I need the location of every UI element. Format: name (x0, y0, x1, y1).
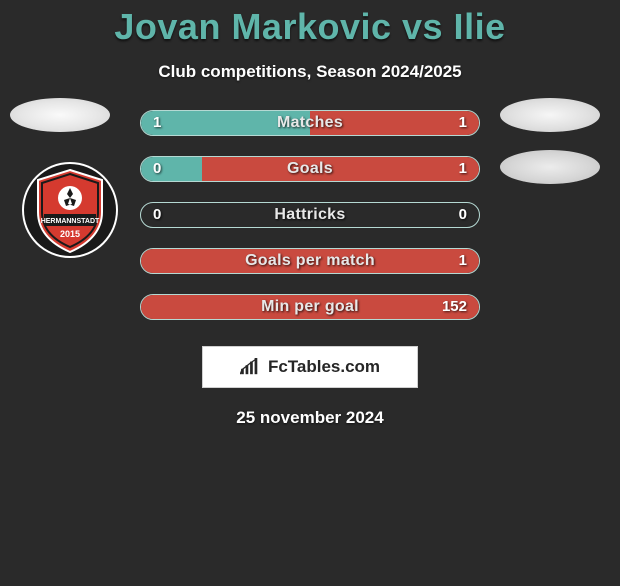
stat-value-right: 1 (459, 249, 467, 273)
stat-row: 0Hattricks0 (140, 202, 480, 228)
comparison-title: Jovan Markovic vs Ilie (0, 6, 620, 48)
stat-bars: 1Matches10Goals10Hattricks0Goals per mat… (140, 110, 480, 340)
stat-label: Min per goal (141, 295, 479, 319)
stat-value-right: 1 (459, 157, 467, 181)
player-right-avatar (500, 98, 600, 132)
player-left-avatar (10, 98, 110, 132)
stat-row: Goals per match1 (140, 248, 480, 274)
bars-chart-icon (240, 358, 262, 376)
stat-row: 0Goals1 (140, 156, 480, 182)
stat-label: Hattricks (141, 203, 479, 227)
stat-row: 1Matches1 (140, 110, 480, 136)
brand-box[interactable]: FcTables.com (202, 346, 418, 388)
stat-label: Matches (141, 111, 479, 135)
comparison-subtitle: Club competitions, Season 2024/2025 (0, 62, 620, 82)
stat-value-right: 1 (459, 111, 467, 135)
svg-text:HERMANNSTADT: HERMANNSTADT (41, 218, 100, 225)
stat-value-right: 152 (442, 295, 467, 319)
date-text: 25 november 2024 (0, 408, 620, 428)
stat-row: Min per goal152 (140, 294, 480, 320)
stat-label: Goals (141, 157, 479, 181)
stat-value-right: 0 (459, 203, 467, 227)
svg-text:2015: 2015 (60, 229, 80, 239)
club-badge-right (500, 150, 600, 184)
brand-text: FcTables.com (268, 357, 380, 377)
club-badge-left: HERMANNSTADT 2015 (20, 160, 120, 260)
comparison-content: HERMANNSTADT 2015 1Matches10Goals10Hattr… (0, 110, 620, 340)
stat-label: Goals per match (141, 249, 479, 273)
